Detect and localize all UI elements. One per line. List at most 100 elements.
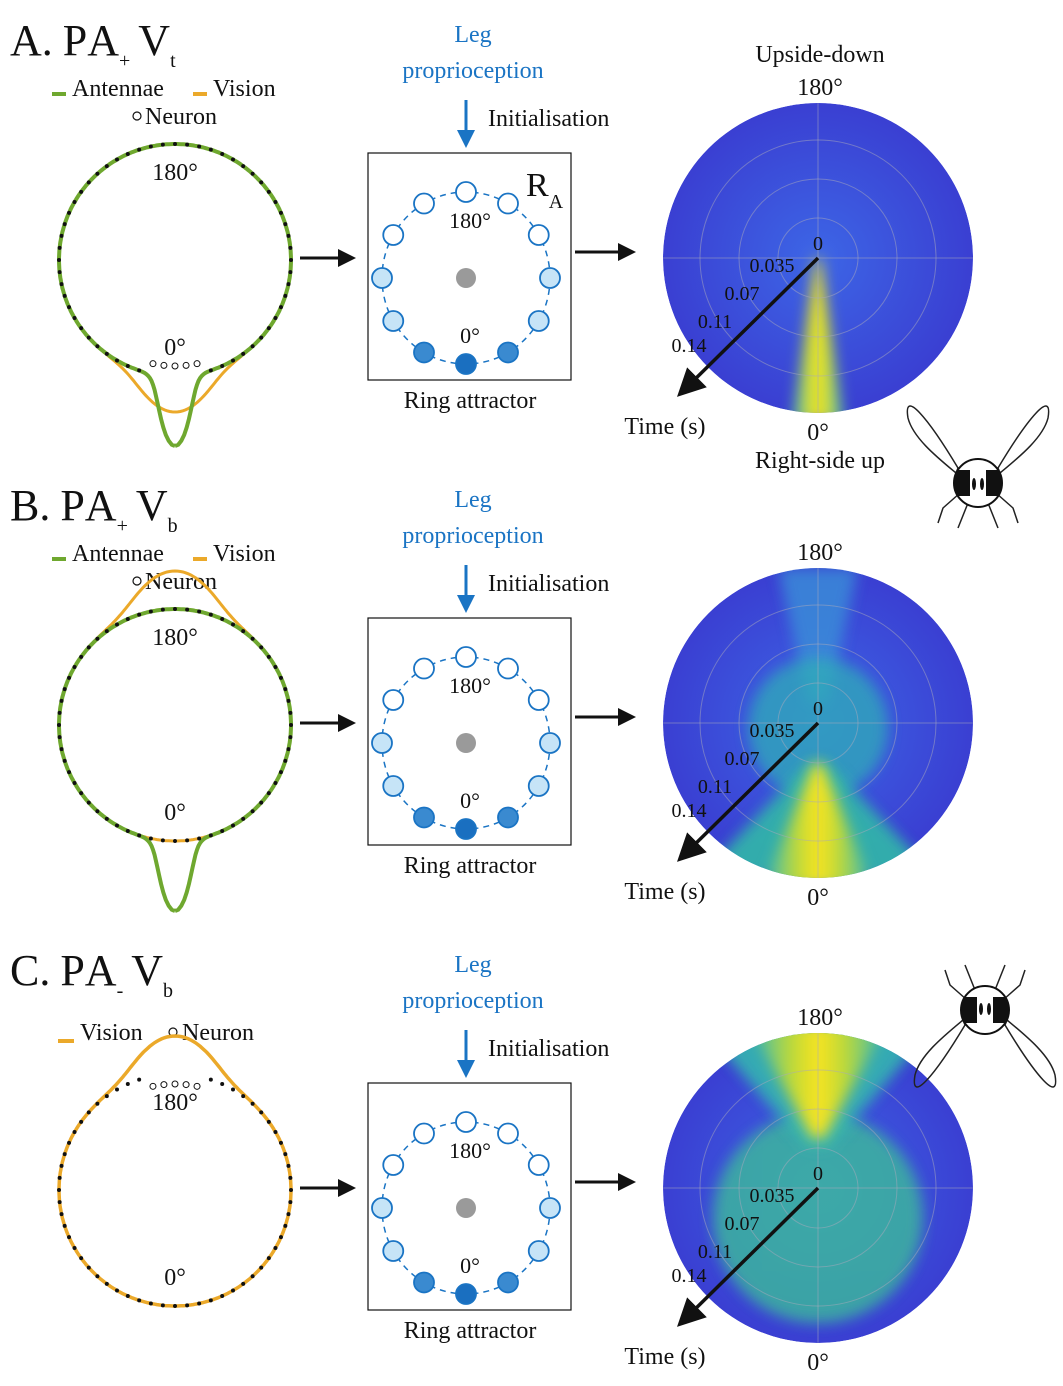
init-label: Initialisation bbox=[488, 1036, 609, 1062]
time-label: Time (s) bbox=[624, 414, 705, 440]
panel-title: A. PA+ Vt bbox=[10, 16, 176, 72]
time-arrow bbox=[677, 721, 820, 862]
neuron bbox=[86, 180, 91, 185]
neuron bbox=[289, 1188, 293, 1192]
attractor-label: Ring attractor bbox=[404, 388, 537, 414]
neuron bbox=[173, 142, 177, 146]
neuron bbox=[182, 361, 190, 369]
neuron bbox=[288, 1200, 293, 1205]
init-label: Initialisation bbox=[488, 106, 609, 132]
radius-label: 0 bbox=[813, 698, 823, 720]
neuron bbox=[62, 687, 67, 692]
neuron bbox=[160, 1303, 165, 1308]
attractor-neuron bbox=[382, 1154, 405, 1176]
neuron bbox=[148, 609, 153, 614]
neuron bbox=[86, 1265, 91, 1270]
neuron bbox=[278, 305, 283, 310]
radius-label: 0.035 bbox=[750, 255, 795, 277]
neuron bbox=[273, 1130, 278, 1134]
attractor-bottom: 0° bbox=[460, 788, 480, 813]
ring-bottom-label: 0° bbox=[164, 800, 186, 826]
fly-eye bbox=[972, 478, 976, 490]
neuron bbox=[185, 838, 190, 843]
legend-neuron bbox=[132, 111, 142, 121]
attractor-neuron bbox=[497, 192, 519, 215]
neuron bbox=[57, 245, 62, 250]
attractor-neuron bbox=[371, 732, 393, 754]
attractor-center bbox=[456, 268, 476, 288]
attractor-neuron bbox=[455, 818, 477, 840]
neuron bbox=[67, 675, 72, 680]
neuron bbox=[137, 1298, 142, 1303]
neuron bbox=[115, 622, 119, 627]
neuron bbox=[231, 157, 235, 162]
neuron bbox=[220, 363, 225, 368]
radius-label: 0.11 bbox=[698, 1241, 732, 1263]
legend-neuron bbox=[132, 576, 142, 586]
attractor-bottom: 0° bbox=[460, 1253, 480, 1278]
neuron bbox=[148, 836, 153, 841]
neuron bbox=[67, 770, 72, 775]
neuron bbox=[57, 710, 62, 715]
fly-wing bbox=[913, 1018, 966, 1088]
neuron bbox=[57, 723, 61, 727]
neuron bbox=[104, 816, 109, 821]
neuron bbox=[59, 747, 64, 752]
panel-letter: C. bbox=[10, 946, 50, 995]
neuron bbox=[259, 1110, 264, 1115]
attractor-center bbox=[456, 733, 476, 753]
neuron bbox=[72, 781, 77, 785]
neuron bbox=[59, 1212, 64, 1217]
attractor-bottom: 0° bbox=[460, 323, 480, 348]
neuron bbox=[259, 180, 264, 185]
title-v-sub: b bbox=[163, 980, 173, 1002]
neuron bbox=[57, 735, 62, 740]
radius-label: 0.14 bbox=[672, 335, 707, 357]
neuron bbox=[72, 1130, 77, 1134]
neuron bbox=[79, 189, 84, 194]
attractor-neuron bbox=[539, 1197, 561, 1219]
neuron bbox=[95, 344, 100, 349]
neuron bbox=[160, 838, 165, 843]
neuron bbox=[208, 1077, 213, 1082]
neuron bbox=[283, 1223, 288, 1228]
neuron bbox=[288, 270, 293, 275]
neuron bbox=[250, 636, 255, 641]
neuron bbox=[115, 157, 119, 162]
neuron bbox=[193, 1082, 201, 1090]
neuron bbox=[266, 791, 271, 796]
neuron bbox=[137, 612, 142, 617]
fly-eye bbox=[979, 1003, 983, 1015]
neuron bbox=[193, 360, 201, 368]
neuron bbox=[259, 1265, 264, 1270]
attractor-top: 180° bbox=[449, 673, 491, 698]
title-v: V bbox=[136, 481, 168, 530]
neuron bbox=[283, 687, 288, 692]
neuron bbox=[197, 144, 202, 149]
neuron bbox=[173, 607, 177, 611]
neuron bbox=[115, 823, 119, 828]
neuron bbox=[278, 675, 283, 680]
attractor-neuron bbox=[539, 732, 561, 754]
attractor-neuron bbox=[539, 267, 561, 289]
attractor-neuron bbox=[382, 310, 405, 332]
legend-label: Vision bbox=[213, 541, 276, 567]
attractor-neuron bbox=[413, 1271, 435, 1294]
neuron bbox=[273, 200, 278, 204]
fly-leg bbox=[944, 964, 1026, 1001]
title-a-sub: - bbox=[117, 980, 124, 1002]
neuron bbox=[137, 368, 142, 373]
fly-eye bbox=[987, 1003, 991, 1015]
neuron bbox=[148, 144, 153, 149]
fly-leg bbox=[937, 492, 1019, 529]
neuron bbox=[197, 609, 202, 614]
attractor-label: Ring attractor bbox=[404, 1318, 537, 1344]
neuron bbox=[79, 654, 84, 659]
attractor-neuron bbox=[371, 1197, 393, 1219]
attractor-neuron bbox=[413, 341, 435, 364]
neuron bbox=[104, 629, 109, 634]
attractor-neuron bbox=[455, 181, 477, 203]
fly-eye bbox=[980, 478, 984, 490]
